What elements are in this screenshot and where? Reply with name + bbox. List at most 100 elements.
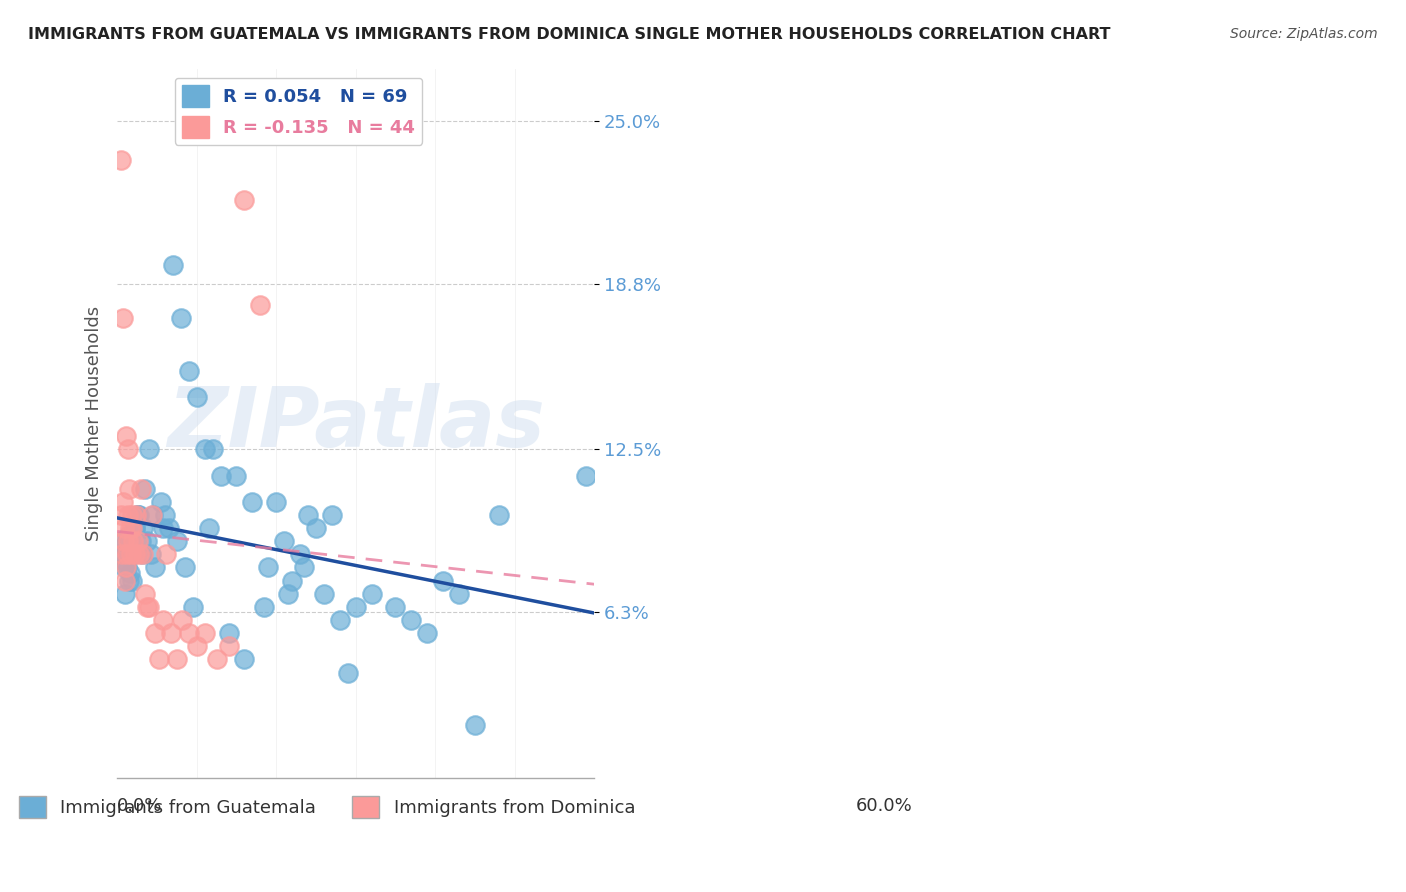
Point	[117, 534, 139, 549]
Point	[166, 534, 188, 549]
Point	[117, 508, 139, 522]
Point	[149, 495, 172, 509]
Point	[136, 599, 159, 614]
Point	[128, 547, 150, 561]
Point	[117, 529, 139, 543]
Point	[401, 613, 423, 627]
Point	[194, 442, 217, 457]
Point	[449, 587, 471, 601]
Text: ZIPatlas: ZIPatlas	[167, 383, 544, 464]
Point	[142, 508, 165, 522]
Point	[129, 534, 152, 549]
Point	[114, 574, 136, 588]
Point	[115, 547, 138, 561]
Point	[110, 547, 132, 561]
Point	[112, 534, 135, 549]
Point	[110, 153, 132, 168]
Point	[253, 599, 276, 614]
Point	[288, 547, 311, 561]
Point	[205, 652, 228, 666]
Point	[115, 560, 138, 574]
Point	[416, 626, 439, 640]
Point	[111, 547, 134, 561]
Point	[131, 547, 153, 561]
Point	[127, 508, 149, 522]
Point	[118, 482, 141, 496]
Point	[129, 482, 152, 496]
Point	[153, 508, 176, 522]
Point	[321, 508, 343, 522]
Point	[152, 613, 174, 627]
Point	[218, 626, 240, 640]
Point	[111, 534, 134, 549]
Y-axis label: Single Mother Households: Single Mother Households	[86, 305, 103, 541]
Point	[118, 566, 141, 580]
Point	[170, 310, 193, 325]
Point	[128, 508, 150, 522]
Point	[297, 508, 319, 522]
Text: 0.0%: 0.0%	[117, 797, 163, 815]
Point	[143, 626, 166, 640]
Point	[152, 521, 174, 535]
Point	[121, 521, 143, 535]
Point	[575, 468, 598, 483]
Point	[112, 540, 135, 554]
Point	[121, 534, 143, 549]
Point	[131, 521, 153, 535]
Point	[329, 613, 352, 627]
Point	[273, 534, 295, 549]
Point	[186, 390, 208, 404]
Point	[117, 442, 139, 457]
Point	[257, 560, 280, 574]
Point	[177, 363, 200, 377]
Point	[112, 560, 135, 574]
Point	[141, 508, 163, 522]
Point	[115, 560, 138, 574]
Point	[115, 429, 138, 443]
Point	[155, 547, 177, 561]
Point	[122, 534, 145, 549]
Point	[139, 547, 162, 561]
Point	[136, 534, 159, 549]
Text: IMMIGRANTS FROM GUATEMALA VS IMMIGRANTS FROM DOMINICA SINGLE MOTHER HOUSEHOLDS C: IMMIGRANTS FROM GUATEMALA VS IMMIGRANTS …	[28, 27, 1111, 42]
Point	[305, 521, 328, 535]
Point	[121, 508, 143, 522]
Point	[124, 547, 146, 561]
Point	[181, 599, 204, 614]
Point	[110, 508, 132, 522]
Point	[115, 555, 138, 569]
Point	[432, 574, 454, 588]
Point	[127, 534, 149, 549]
Point	[360, 587, 382, 601]
Point	[124, 521, 146, 535]
Point	[157, 521, 180, 535]
Point	[111, 495, 134, 509]
Point	[118, 521, 141, 535]
Point	[177, 626, 200, 640]
Point	[336, 665, 359, 680]
Point	[125, 508, 148, 522]
Point	[384, 599, 406, 614]
Point	[218, 640, 240, 654]
Point	[118, 574, 141, 588]
Point	[121, 574, 143, 588]
Point	[233, 652, 256, 666]
Point	[172, 613, 194, 627]
Point	[464, 718, 486, 732]
Point	[197, 521, 219, 535]
Point	[138, 599, 160, 614]
Point	[312, 587, 335, 601]
Point	[148, 652, 170, 666]
Point	[124, 521, 146, 535]
Point	[488, 508, 510, 522]
Point	[209, 468, 232, 483]
Point	[249, 298, 271, 312]
Point	[138, 442, 160, 457]
Point	[233, 193, 256, 207]
Point	[194, 626, 217, 640]
Point	[281, 574, 304, 588]
Point	[160, 626, 183, 640]
Point	[264, 495, 287, 509]
Point	[112, 521, 135, 535]
Point	[201, 442, 224, 457]
